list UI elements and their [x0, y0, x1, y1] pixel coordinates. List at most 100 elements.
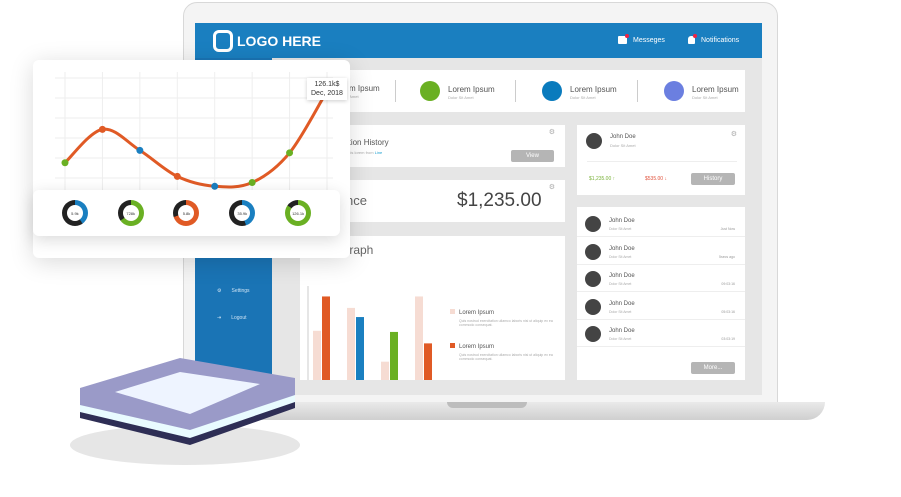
divider: [587, 161, 737, 162]
sidebar-item-label: Logout: [231, 315, 247, 321]
sidebar-item-logout[interactable]: ⇥ Logout: [217, 315, 247, 321]
divider: [395, 80, 396, 102]
stat-title: Lorem Ipsum: [692, 85, 739, 94]
donut-chart: 5.9k: [61, 200, 88, 226]
bar: [381, 361, 389, 380]
data-point: [173, 172, 181, 180]
envelope-icon: [618, 34, 629, 44]
list-item-sub: Dolor Sit Amet: [609, 254, 632, 259]
graph-card: Graph Lorem Ipsum Quis nostrud exercitati…: [300, 236, 565, 380]
list-item-name: John Doe: [609, 218, 635, 224]
bar: [322, 296, 330, 380]
legend-item: Lorem Ipsum Quis nostrud exercitation ull…: [450, 309, 559, 327]
data-point: [211, 182, 219, 190]
stat-title: Lorem Ipsum: [333, 84, 380, 93]
view-button[interactable]: View: [511, 150, 554, 162]
balance-amount: $1,235.00: [457, 190, 542, 211]
donut-label: 126.1k: [290, 205, 307, 221]
list-item[interactable]: John Doe Dolor Sit Amet 09:03:16: [577, 265, 745, 292]
list-item-time: 5secs ago: [719, 254, 735, 259]
arrow-up-icon: ↑: [612, 176, 616, 182]
logout-icon: ⇥: [217, 315, 222, 321]
donut-label: 5.9k: [66, 205, 83, 221]
stat-circle: [420, 81, 440, 101]
messages-link[interactable]: Messeges: [618, 34, 665, 44]
income-amount: $1,235.00: [589, 176, 612, 182]
data-point: [248, 179, 256, 187]
expense-amount: $535.00: [645, 176, 664, 182]
legend-label: Lorem Ipsum: [459, 310, 495, 316]
gear-icon[interactable]: ⚙: [730, 131, 737, 138]
list-item-name: John Doe: [609, 328, 635, 334]
stat-circle: [542, 81, 562, 101]
donut-label: 5.8k: [178, 205, 195, 221]
sidebar-item-settings[interactable]: ⚙ Settings: [217, 288, 250, 294]
avatar: [585, 271, 601, 287]
data-point: [98, 125, 106, 133]
list-item-time: Just Now: [720, 227, 735, 231]
list-item-time: 03:03:19: [721, 337, 735, 341]
logo-text: LOGO HERE: [237, 33, 322, 49]
avatar: [585, 326, 601, 342]
legend-desc: Quis nostrud exercitation ullamco labori…: [459, 353, 553, 361]
stat-title: Lorem Ipsum: [448, 85, 495, 94]
notifications-link[interactable]: Notifications: [688, 34, 740, 44]
history-button[interactable]: History: [691, 173, 735, 185]
bar: [390, 331, 398, 380]
list-item-sub: Dolor Sit Amet: [609, 337, 632, 341]
bar: [356, 317, 364, 380]
stat-circle: [664, 81, 684, 101]
stat-sub: Dolor Sit Amet: [448, 95, 474, 100]
donut-chart: 5.8k: [173, 200, 200, 226]
list-item[interactable]: John Doe Dolor Sit Amet 03:03:19: [577, 320, 745, 347]
bell-icon: [688, 34, 697, 44]
data-point: [286, 149, 294, 157]
avatar: [585, 298, 601, 315]
avatar: [586, 133, 602, 149]
notifications-label: Notifications: [701, 36, 740, 44]
sidebar-item-label: Settings: [231, 288, 250, 294]
data-point: [61, 159, 69, 167]
legend-swatch: [450, 343, 455, 348]
donut-strip: 5.9k 728k 5.8k 35.9k 126.1k: [33, 190, 340, 236]
list-item-sub: Dolor Sit Amet: [609, 227, 632, 231]
gear-icon: ⚙: [217, 288, 222, 294]
bar-chart: [307, 286, 432, 380]
chart-tooltip: 126.1k$ Dec, 2018: [307, 78, 347, 100]
list-item[interactable]: John Doe Dolor Sit Amet 05:03:16: [577, 293, 745, 320]
laptop-notch: [447, 402, 527, 408]
list-item-name: John Doe: [609, 300, 635, 307]
avatar: [585, 216, 601, 232]
list-item-name: John Doe: [609, 245, 635, 252]
legend-item: Lorem Ipsum Quis nostrud exercitation ull…: [450, 343, 559, 361]
legend-label: Lorem Ipsum: [459, 344, 495, 350]
history-link[interactable]: Line: [374, 150, 383, 155]
logo[interactable]: LOGO HERE: [213, 30, 321, 52]
data-point: [136, 146, 144, 154]
messages-label: Messeges: [633, 36, 665, 44]
stat-sub: Dolor Sit Amet: [692, 95, 718, 100]
bar: [347, 307, 355, 380]
platform-illustration: [70, 358, 300, 465]
divider: [637, 80, 638, 102]
gear-icon[interactable]: ⚙: [548, 184, 555, 191]
logo-icon: [213, 30, 233, 52]
list-item-sub: Dolor Sit Amet: [609, 282, 632, 286]
list-item-name: John Doe: [609, 273, 635, 279]
list-item-time: 05:03:16: [721, 309, 735, 314]
donut-label: 35.9k: [234, 205, 251, 221]
tooltip-value: 126.1k$: [314, 81, 340, 88]
donut-chart: 35.9k: [229, 200, 256, 226]
legend-swatch: [450, 309, 455, 314]
arrow-down-icon: ↓: [664, 176, 667, 182]
profile-sub: Dolor Sit Amet: [610, 143, 636, 148]
list-item[interactable]: John Doe Dolor Sit Amet Just Now: [577, 210, 745, 237]
donut-chart: 126.1k: [285, 200, 312, 226]
bar: [313, 330, 321, 380]
list-item[interactable]: John Doe Dolor Sit Amet 5secs ago: [577, 238, 745, 265]
profile-name: John Doe: [610, 134, 636, 140]
series-line: [63, 90, 329, 189]
more-button[interactable]: More...: [691, 362, 735, 374]
stat-sub: Dolor Sit Amet: [570, 95, 596, 100]
gear-icon[interactable]: ⚙: [548, 129, 555, 136]
